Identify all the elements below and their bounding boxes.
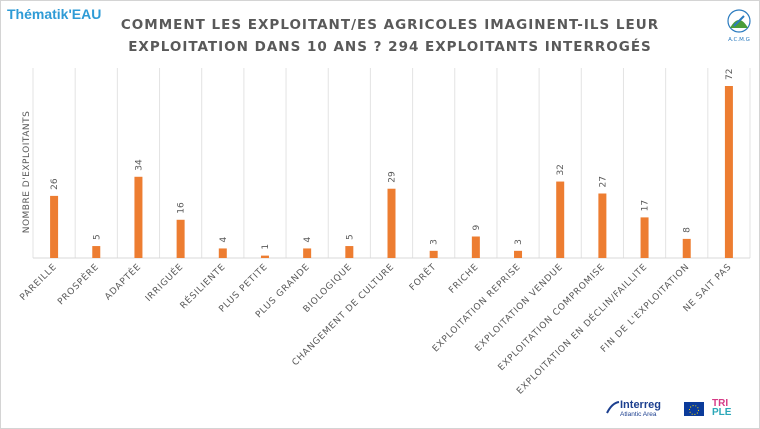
bar-value-label: 5 xyxy=(92,234,102,240)
bar-value-label: 5 xyxy=(345,234,355,240)
bar-value-label: 4 xyxy=(303,236,313,242)
bar-value-label: 4 xyxy=(219,236,229,242)
value-labels-group: 26 5 34 16 4 1 4 5 29 3 9 3 32 27 17 8 72 xyxy=(50,69,735,250)
bar xyxy=(514,250,523,258)
bar-value-label: 17 xyxy=(641,200,651,211)
bar-value-label: 72 xyxy=(725,69,735,80)
bar xyxy=(471,236,480,258)
bar xyxy=(176,219,185,258)
bar xyxy=(218,248,227,258)
interreg-logo: Interreg Atlantic Area xyxy=(606,399,678,421)
eu-flag-icon xyxy=(684,402,704,416)
acmg-logo-stroke xyxy=(733,15,745,27)
bar xyxy=(429,250,438,258)
category-label: FRICHE xyxy=(447,262,481,296)
bar xyxy=(50,195,59,258)
acmg-logo-ring xyxy=(727,9,751,33)
chart-title-line1: COMMENT LES EXPLOITANT/ES AGRICOLES IMAG… xyxy=(120,17,660,33)
category-label: FIN DE L'EXPLOITATION xyxy=(599,262,692,355)
eu-stars xyxy=(689,405,699,415)
interreg-subtitle: Atlantic Area xyxy=(620,411,657,418)
category-label: EXPLOITATION VENDUE xyxy=(474,262,566,354)
bar xyxy=(724,86,733,258)
bar-value-label: 27 xyxy=(598,176,608,187)
bar xyxy=(556,181,565,258)
triple-logo-line2: PLE xyxy=(712,407,732,418)
bar xyxy=(345,246,354,258)
bar xyxy=(260,255,269,258)
bar-value-label: 16 xyxy=(177,202,187,214)
bar-value-label: 1 xyxy=(261,244,271,250)
bar-value-label: 9 xyxy=(472,225,482,231)
bar-value-label: 34 xyxy=(134,159,144,171)
triple-logo-line1: TRI xyxy=(712,398,729,409)
bar xyxy=(598,193,607,258)
bar xyxy=(303,248,312,258)
bar-value-label: 8 xyxy=(683,227,693,233)
y-axis-label: NOMBRE D'EXPLOITANTS xyxy=(22,111,32,234)
category-label: EXPLOITATION REPRISE xyxy=(431,262,523,354)
triple-logo: TRI PLE xyxy=(712,399,752,421)
category-label: PROSPÈRE xyxy=(55,261,102,308)
bar xyxy=(387,188,396,258)
interreg-name: Interreg xyxy=(620,399,661,411)
acmg-logo: A.C.M.G xyxy=(727,9,751,43)
chart-title-line2: EXPLOITATION DANS 10 ANS ? 294 EXPLOITAN… xyxy=(128,39,652,55)
acmg-logo-text: A.C.M.G xyxy=(728,37,750,43)
bars-group xyxy=(50,86,733,258)
bar xyxy=(134,176,143,258)
brand-label: Thématik'EAU xyxy=(7,6,102,22)
bar xyxy=(92,246,101,258)
chart-title: COMMENT LES EXPLOITANT/ES AGRICOLES IMAG… xyxy=(90,14,690,58)
bar-value-label: 3 xyxy=(430,239,440,245)
category-label: ADAPTÉE xyxy=(102,261,144,303)
bar-value-label: 26 xyxy=(50,178,60,190)
interreg-swoosh-icon xyxy=(606,401,620,414)
bar-value-label: 29 xyxy=(388,171,398,183)
category-label: PAREILLE xyxy=(18,262,59,303)
bar xyxy=(640,217,649,258)
bar-value-label: 3 xyxy=(514,239,524,245)
bar xyxy=(682,238,691,258)
category-label: IRRIGUÉE xyxy=(142,261,185,304)
grid-lines xyxy=(32,68,751,258)
category-label: FORÊT xyxy=(406,261,438,293)
bar-value-label: 32 xyxy=(556,164,566,175)
